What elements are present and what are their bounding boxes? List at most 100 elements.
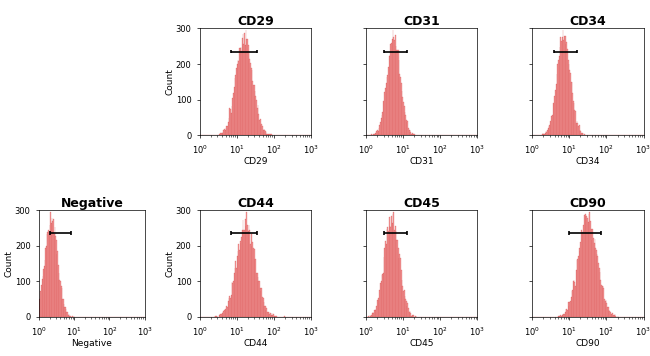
Bar (247, 225, 248, 317)
Bar (236, 268, 237, 317)
Bar (257, 277, 258, 317)
Bar (405, 299, 406, 317)
Bar (561, 41, 562, 135)
Bar (39, 299, 40, 317)
Bar (402, 286, 403, 317)
Bar (564, 36, 565, 135)
Bar (230, 298, 231, 317)
Bar (543, 134, 544, 135)
Bar (600, 272, 601, 317)
Bar (577, 123, 578, 135)
Bar (602, 286, 603, 317)
Bar (414, 134, 415, 135)
Bar (253, 85, 254, 135)
Bar (270, 313, 271, 317)
Bar (401, 83, 402, 135)
Bar (559, 56, 560, 135)
Bar (562, 315, 563, 317)
Bar (400, 258, 401, 317)
Bar (248, 231, 249, 317)
Bar (64, 307, 65, 317)
Bar (70, 315, 71, 317)
Title: Negative: Negative (60, 197, 124, 210)
Bar (45, 260, 46, 317)
Bar (220, 314, 221, 317)
Bar (373, 313, 374, 317)
Bar (260, 119, 261, 135)
Bar (254, 249, 255, 317)
Bar (241, 51, 242, 135)
Bar (258, 281, 259, 317)
Bar (593, 238, 594, 317)
Bar (258, 114, 259, 135)
Bar (410, 313, 411, 317)
Bar (63, 299, 64, 317)
Bar (570, 73, 571, 135)
Bar (244, 230, 245, 317)
Bar (232, 98, 233, 135)
Bar (612, 313, 613, 317)
X-axis label: CD90: CD90 (575, 339, 600, 348)
Y-axis label: Count: Count (165, 250, 174, 277)
Bar (610, 313, 611, 317)
Bar (406, 301, 407, 317)
Bar (580, 242, 581, 317)
Title: CD34: CD34 (569, 15, 606, 28)
Bar (240, 47, 241, 135)
Bar (584, 134, 585, 135)
Bar (408, 128, 409, 135)
Bar (229, 296, 230, 317)
Bar (272, 315, 273, 317)
Bar (246, 38, 247, 135)
Bar (385, 241, 386, 317)
Bar (50, 212, 51, 317)
Bar (227, 307, 228, 317)
Bar (599, 268, 600, 317)
Bar (591, 229, 592, 317)
Bar (214, 316, 215, 317)
Bar (574, 103, 575, 135)
Bar (374, 310, 375, 317)
X-axis label: CD29: CD29 (243, 157, 268, 166)
Bar (569, 69, 570, 135)
Bar (242, 34, 244, 135)
Bar (571, 290, 572, 317)
Bar (585, 214, 586, 317)
Bar (595, 248, 596, 317)
Bar (242, 220, 244, 317)
Bar (265, 306, 266, 317)
Bar (549, 125, 550, 135)
Bar (601, 284, 602, 317)
Bar (582, 234, 584, 317)
Bar (215, 316, 216, 317)
Bar (401, 269, 402, 317)
Bar (384, 257, 385, 317)
Bar (560, 315, 561, 317)
Bar (256, 273, 257, 317)
Bar (560, 37, 561, 135)
Bar (259, 281, 260, 317)
Bar (548, 128, 549, 135)
Bar (611, 314, 612, 317)
Bar (382, 112, 383, 135)
Bar (262, 298, 263, 317)
Bar (237, 60, 239, 135)
Bar (384, 103, 385, 135)
Bar (67, 312, 68, 317)
Bar (41, 286, 42, 317)
Bar (613, 315, 614, 317)
Bar (239, 48, 240, 135)
Bar (254, 85, 255, 135)
Bar (406, 120, 407, 135)
Bar (245, 45, 246, 135)
Bar (396, 240, 397, 317)
Bar (386, 83, 387, 135)
Bar (559, 316, 560, 317)
Bar (372, 312, 373, 317)
Bar (590, 221, 591, 317)
Bar (398, 60, 399, 135)
Bar (391, 43, 392, 135)
Bar (229, 108, 230, 135)
Bar (44, 266, 45, 317)
Bar (388, 67, 389, 135)
